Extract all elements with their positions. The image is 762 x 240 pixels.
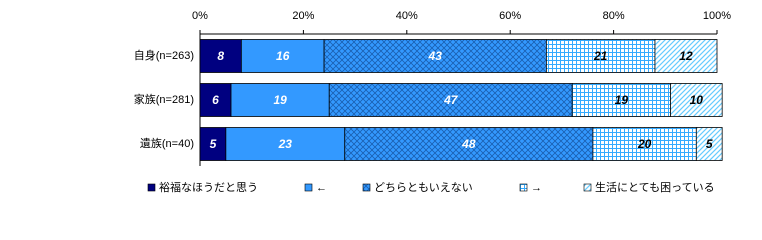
value-label: 47	[443, 93, 459, 107]
bar-segment	[344, 127, 594, 161]
legend-label: どちらともいえない	[374, 181, 473, 194]
legend-swatch	[519, 183, 528, 192]
legend-swatch	[583, 183, 592, 192]
x-tick-label: 100%	[703, 10, 731, 22]
value-label: 8	[217, 49, 224, 63]
value-label: 21	[593, 49, 608, 63]
legend-swatch	[304, 183, 313, 192]
bar-segment	[199, 127, 227, 161]
x-tick-label: 0%	[192, 10, 208, 22]
legend-label: 生活にとても困っている	[595, 180, 715, 194]
legend-label: →	[531, 182, 542, 194]
x-tick-label: 80%	[603, 10, 625, 22]
bar-segment	[230, 83, 330, 117]
bar-segment	[328, 83, 573, 117]
x-tick-label: 40%	[396, 10, 418, 22]
x-tick-label: 60%	[499, 10, 521, 22]
legend-label: ←	[316, 182, 327, 194]
y-tick-label: 自身(n=263)	[134, 48, 194, 62]
bar-segment	[199, 39, 242, 73]
value-label: 48	[461, 137, 476, 151]
y-tick-label: 遺族(n=40)	[140, 136, 194, 150]
bar-segment	[571, 83, 671, 117]
legend-label: 裕福なほうだと思う	[159, 180, 258, 194]
x-tick-label: 20%	[292, 10, 314, 22]
bar-segment	[592, 127, 697, 161]
bar-segment	[240, 39, 325, 73]
value-label: 12	[679, 49, 693, 63]
value-label: 10	[690, 93, 704, 107]
value-label: 19	[615, 93, 629, 107]
value-label: 19	[273, 93, 287, 107]
value-label: 5	[706, 137, 713, 151]
legend-swatch	[362, 183, 371, 192]
bar-segment	[654, 39, 718, 73]
value-label: 20	[637, 137, 652, 151]
value-label: 5	[210, 137, 217, 151]
legend-swatch	[147, 183, 156, 192]
chart: 0% 20% 40% 60% 80% 100% 自身(n=263) 8 16 43 21 12 家族(n…	[134, 10, 732, 194]
value-label: 16	[276, 49, 290, 63]
y-tick-label: 家族(n=281)	[134, 92, 194, 106]
value-label: 43	[428, 49, 443, 63]
bar-segment	[199, 83, 232, 117]
value-label: 6	[212, 93, 219, 107]
bar-segment	[670, 83, 723, 117]
value-label: 23	[278, 137, 293, 151]
bar-segment	[695, 127, 723, 161]
bar-segment	[225, 127, 346, 161]
